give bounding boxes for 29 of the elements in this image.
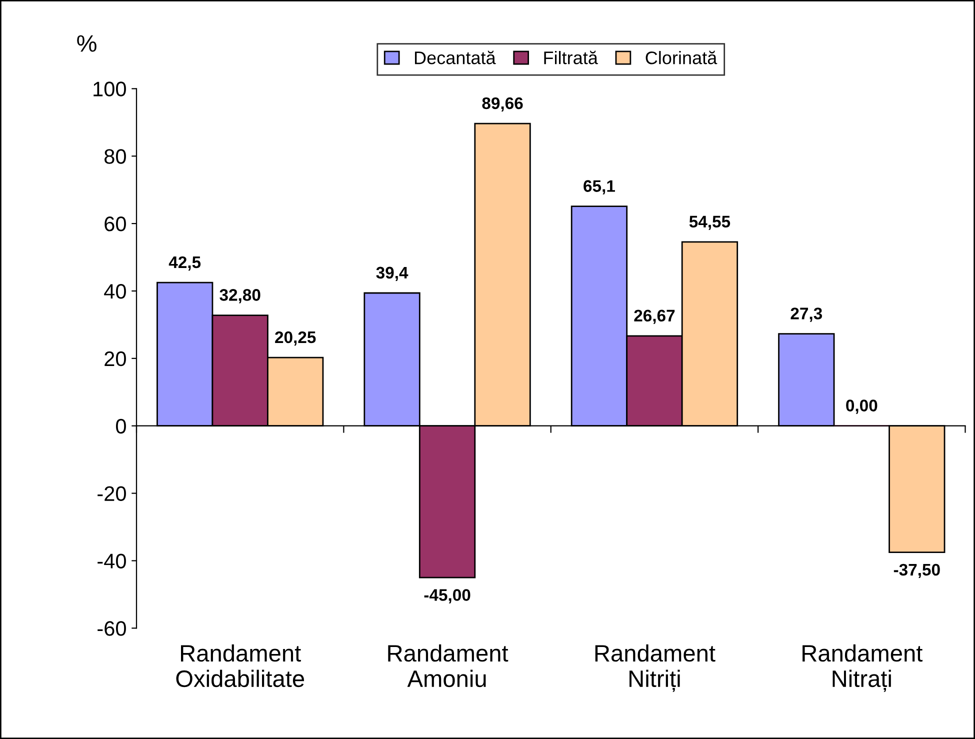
data-label: 0,00 bbox=[846, 400, 878, 414]
legend-label: Filtrată bbox=[544, 50, 598, 64]
x-tick-label: Randament Amoniu bbox=[388, 644, 508, 688]
y-tick-label: 80 bbox=[104, 149, 126, 164]
y-tick-label: 60 bbox=[104, 216, 126, 232]
data-label: 32,80 bbox=[220, 289, 260, 304]
y-tick-label: 20 bbox=[104, 351, 126, 366]
data-label: -45,00 bbox=[424, 589, 470, 604]
y-tick-label: -20 bbox=[98, 486, 126, 502]
data-label: 89,66 bbox=[482, 97, 523, 112]
legend-label: Clorinată bbox=[646, 50, 718, 64]
x-tick-label: Randament Nitriți bbox=[595, 644, 716, 692]
y-tick-label: -60 bbox=[98, 621, 126, 636]
y-axis-title: % bbox=[77, 35, 96, 52]
y-tick-label: 40 bbox=[104, 284, 126, 299]
x-tick-label: Randament Oxidabilitate bbox=[176, 644, 304, 688]
data-label: -37,50 bbox=[894, 564, 940, 578]
y-tick-label: 0 bbox=[116, 418, 126, 434]
y-tick-label: -40 bbox=[98, 554, 126, 568]
legend-label: Decantată bbox=[414, 50, 496, 64]
data-label: 20,25 bbox=[275, 331, 316, 346]
x-tick-label: Randament Nitrați bbox=[802, 644, 923, 692]
y-tick-label: 100 bbox=[94, 82, 126, 96]
data-label: 26,67 bbox=[634, 310, 675, 324]
data-label: 27,3 bbox=[790, 308, 822, 322]
data-label: 42,5 bbox=[168, 256, 201, 271]
data-label: 65,1 bbox=[584, 180, 615, 194]
data-label: 39,4 bbox=[376, 266, 408, 282]
data-label: 54,55 bbox=[689, 216, 730, 230]
